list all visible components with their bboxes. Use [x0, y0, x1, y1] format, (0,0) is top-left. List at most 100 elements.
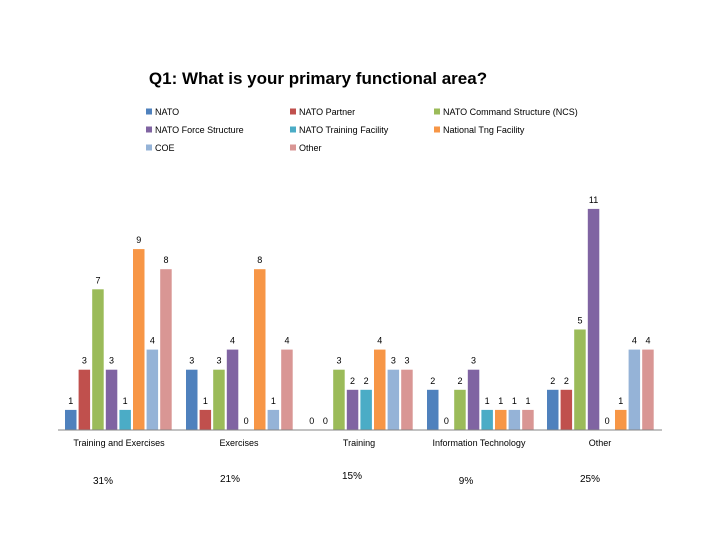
value-label-information-technology-nato: 2 [430, 376, 435, 386]
bar-information-technology-nato [427, 389, 439, 430]
legend-label-national-tng-facility: National Tng Facility [443, 125, 525, 135]
bar-training-nato-force-structure [346, 389, 359, 430]
value-label-exercises-nato-command-structure-ncs: 3 [216, 356, 221, 366]
category-label-information-technology: Information Technology [433, 438, 526, 448]
category-label-training: Training [343, 438, 375, 448]
legend-label-nato: NATO [155, 107, 179, 117]
bar-exercises-nato-partner [199, 409, 212, 430]
value-label-information-technology-coe: 1 [512, 396, 517, 406]
bar-training-and-exercises-other [160, 269, 172, 430]
bar-training-and-exercises-nato-partner [78, 369, 91, 430]
legend-label-other: Other [299, 143, 322, 153]
bar-training-nato-training-facility [360, 389, 372, 430]
category-percentages: 31% 21% 15% 9% 25% [93, 471, 600, 487]
value-label-exercises-nato: 3 [189, 356, 194, 366]
category-labels: Training and Exercises Exercises Training I… [73, 438, 611, 448]
bar-information-technology-coe [508, 409, 521, 430]
value-label-information-technology-nato-partner: 0 [444, 416, 449, 426]
value-label-information-technology-nato-command-structure-ncs: 2 [457, 376, 462, 386]
bar-exercises-nato [186, 369, 198, 430]
bar-training-coe [387, 369, 400, 430]
legend: NATO NATO Partner NATO Command Structure (… [146, 107, 578, 153]
value-label-information-technology-nato-training-facility: 1 [485, 396, 490, 406]
legend-swatch-nato [146, 108, 152, 115]
value-label-other-other: 4 [645, 336, 650, 346]
value-label-exercises-nato-training-facility: 0 [244, 416, 249, 426]
value-label-other-coe: 4 [632, 336, 637, 346]
value-label-training-and-exercises-nato-training-facility: 1 [123, 396, 128, 406]
bar-information-technology-other [522, 409, 534, 430]
legend-swatch-nato-partner [290, 108, 296, 115]
category-label-exercises: Exercises [219, 438, 259, 448]
bar-training-and-exercises-nato-training-facility [119, 409, 131, 430]
bar-other-nato [547, 389, 559, 430]
bar-training-nato-command-structure-ncs [333, 369, 345, 430]
value-label-exercises-other: 4 [284, 336, 289, 346]
bar-training-and-exercises-nato [65, 409, 77, 430]
value-label-training-nato-force-structure: 2 [350, 376, 355, 386]
value-label-other-nato-force-structure: 11 [589, 195, 598, 205]
bar-information-technology-national-tng-facility [495, 409, 507, 430]
legend-swatch-nato-force-structure [146, 126, 152, 133]
bar-exercises-national-tng-facility [254, 269, 266, 430]
legend-label-nato-training-facility: NATO Training Facility [299, 125, 389, 135]
bar-information-technology-nato-command-structure-ncs [454, 389, 466, 430]
value-label-training-and-exercises-other: 8 [163, 255, 168, 265]
legend-label-coe: COE [155, 143, 175, 153]
percentage-training-and-exercises: 31% [93, 476, 113, 487]
value-label-training-nato-partner: 0 [323, 416, 328, 426]
legend-swatch-national-tng-facility [434, 126, 440, 133]
value-label-training-other: 3 [404, 356, 409, 366]
category-label-training-and-exercises: Training and Exercises [73, 438, 165, 448]
value-label-training-and-exercises-nato-partner: 3 [82, 356, 87, 366]
value-label-training-and-exercises-nato-command-structure-ncs: 7 [95, 275, 100, 285]
legend-swatch-coe [146, 144, 152, 151]
percentage-other: 25% [580, 474, 600, 485]
bar-other-nato-command-structure-ncs [574, 329, 586, 430]
value-label-exercises-nato-force-structure: 4 [230, 336, 235, 346]
value-label-training-and-exercises-coe: 4 [150, 336, 155, 346]
bar-other-nato-partner [560, 389, 573, 430]
bar-training-and-exercises-nato-command-structure-ncs [92, 289, 104, 430]
bars [65, 208, 654, 430]
bar-other-coe [628, 349, 641, 430]
value-label-information-technology-other: 1 [525, 396, 530, 406]
value-label-training-and-exercises-nato: 1 [68, 396, 73, 406]
value-label-exercises-nato-partner: 1 [203, 396, 208, 406]
bar-information-technology-nato-training-facility [481, 409, 493, 430]
bar-training-other [401, 369, 413, 430]
percentage-information-technology: 9% [459, 476, 474, 487]
legend-swatch-nato-training-facility [290, 126, 296, 133]
bar-exercises-nato-force-structure [226, 349, 239, 430]
value-label-training-and-exercises-national-tng-facility: 9 [136, 235, 141, 245]
value-label-other-nato-command-structure-ncs: 5 [577, 316, 582, 326]
bar-other-national-tng-facility [615, 409, 627, 430]
value-label-training-nato-training-facility: 2 [364, 376, 369, 386]
legend-swatch-nato-command-structure-ncs [434, 108, 440, 115]
chart-title: Q1: What is your primary functional area… [149, 69, 487, 88]
bar-other-nato-force-structure [587, 208, 600, 430]
bar-training-national-tng-facility [374, 349, 386, 430]
value-label-other-nato-training-facility: 0 [605, 416, 610, 426]
legend-label-nato-command-structure-ncs: NATO Command Structure (NCS) [443, 107, 578, 117]
value-label-training-nato: 0 [309, 416, 314, 426]
value-label-training-national-tng-facility: 4 [377, 336, 382, 346]
value-label-training-and-exercises-nato-force-structure: 3 [109, 356, 114, 366]
bar-exercises-other [281, 349, 293, 430]
legend-swatch-other [290, 144, 296, 151]
value-label-information-technology-national-tng-facility: 1 [498, 396, 503, 406]
percentage-exercises: 21% [220, 474, 240, 485]
value-label-other-nato-partner: 2 [564, 376, 569, 386]
value-label-other-nato: 2 [550, 376, 555, 386]
bar-exercises-nato-command-structure-ncs [213, 369, 225, 430]
bar-training-and-exercises-national-tng-facility [133, 249, 145, 430]
category-label-other: Other [589, 438, 612, 448]
value-label-training-nato-command-structure-ncs: 3 [336, 356, 341, 366]
legend-label-nato-force-structure: NATO Force Structure [155, 125, 244, 135]
value-label-training-coe: 3 [391, 356, 396, 366]
bar-exercises-coe [267, 409, 280, 430]
value-label-exercises-national-tng-facility: 8 [257, 255, 262, 265]
bar-other-other [642, 349, 654, 430]
